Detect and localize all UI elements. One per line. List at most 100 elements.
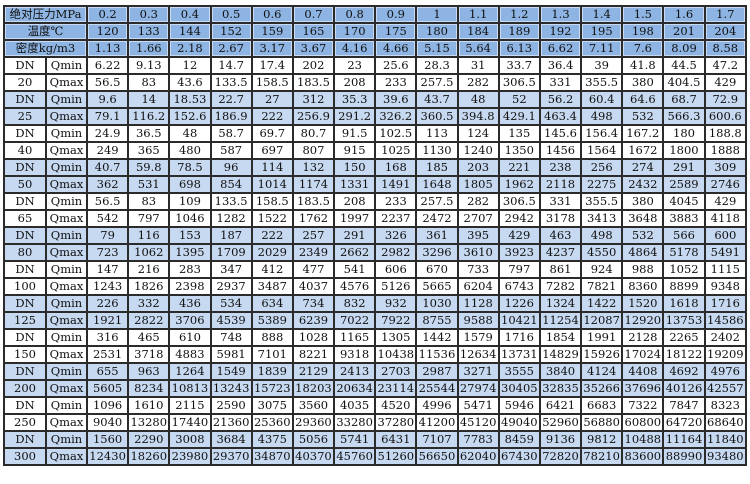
qmin-value: 69.7 (250, 124, 294, 143)
table-row-dn80-qmax: 80 Qmax 723 1062 1395 1709 2029 2349 2662 2982 329… (3, 243, 748, 262)
qmax-value: 233 (374, 73, 418, 92)
temperature-value: 144 (168, 22, 212, 41)
qmin-value: 60.4 (580, 90, 624, 109)
temperature-value: 189 (497, 22, 541, 41)
dn-label: DN (3, 158, 47, 177)
qmin-value: 1028 (291, 328, 336, 347)
table-row-dn20-qmax: 20 Qmax 56.5 83 43.6 133.5 158.5 183.5 208 233 257… (3, 73, 748, 92)
density-value: 2.18 (168, 39, 212, 58)
qmax-value: 498 (580, 107, 624, 126)
qmax-value: 51260 (374, 447, 418, 466)
qmin-value: 1610 (127, 396, 171, 415)
qmin-value: 78.5 (168, 158, 212, 177)
qmax-value: 12087 (580, 311, 624, 330)
dn-label: DN (3, 56, 47, 75)
qmax-value: 5665 (415, 277, 459, 296)
qmin-value: 331 (538, 192, 583, 211)
density-value: 5.15 (415, 39, 459, 58)
qmax-value: 8234 (127, 379, 171, 398)
table-row-dn300-qmax: 300 Qmax 12430 18260 23980 29370 34870 40370 457… (3, 447, 748, 466)
table-row-dn200-qmax: 200 Qmax 5605 8234 10813 13243 15723 18203 20634… (3, 379, 748, 398)
qmax-value: 8755 (415, 311, 459, 330)
qmin-value: 48 (456, 90, 500, 109)
qmin-value: 68.7 (662, 90, 706, 109)
density-value: 3.67 (291, 39, 336, 58)
qmax-value: 480 (168, 141, 212, 160)
dn-label: DN (3, 90, 47, 109)
qmax-value: 1921 (86, 311, 130, 330)
qmin-value: 734 (291, 294, 336, 313)
table-row-dn100-qmax: 100 Qmax 1243 1826 2398 2937 3487 4037 4576 5126 5… (3, 277, 748, 296)
qmax-value: 2531 (86, 345, 130, 364)
qmin-value: 1226 (497, 294, 541, 313)
density-value: 7.11 (580, 39, 624, 58)
qmin-value: 1422 (580, 294, 624, 313)
qmin-value: 22.7 (209, 90, 253, 109)
qmin-value: 145.6 (538, 124, 583, 143)
qmax-value: 306.5 (497, 73, 541, 92)
qmin-value: 4045 (662, 192, 706, 211)
qmin-value: 187 (209, 226, 253, 245)
qmax-value: 7821 (580, 277, 624, 296)
qmax-value: 152.6 (168, 107, 212, 126)
qmax-value: 1648 (415, 175, 459, 194)
qmax-value: 13243 (209, 379, 253, 398)
qmin-value: 1618 (662, 294, 706, 313)
qmin-value: 5741 (333, 430, 377, 449)
pressure-value: 1 (415, 5, 459, 24)
qmin-value: 91.5 (333, 124, 377, 143)
qmin-value: 312 (291, 90, 336, 109)
qmax-value: 17440 (168, 413, 212, 432)
qmax-value: 404.5 (662, 73, 706, 92)
qmax-value: 3413 (580, 209, 624, 228)
qmin-value: 180 (662, 124, 706, 143)
qmax-value: 6204 (456, 277, 500, 296)
qmax-value: 222 (250, 107, 294, 126)
qmin-value: 188.8 (703, 124, 748, 143)
qmin-value: 4124 (580, 362, 624, 381)
table-row-dn40-qmax: 40 Qmax 249 365 480 587 697 807 915 1025 1130 1240 1… (3, 141, 748, 160)
qmin-value: 40.7 (86, 158, 130, 177)
density-value: 6.13 (497, 39, 541, 58)
dn-size: 150 (3, 345, 47, 364)
qmin-value: 133.5 (209, 192, 253, 211)
qmax-value: 2118 (538, 175, 583, 194)
qmin-value: 83 (127, 192, 171, 211)
qmin-value: 156.4 (580, 124, 624, 143)
qmax-value: 52960 (538, 413, 583, 432)
qmin-value: 7322 (621, 396, 665, 415)
qmax-label: Qmax (44, 379, 89, 398)
temperature-value: 120 (86, 22, 130, 41)
temperature-value: 133 (127, 22, 171, 41)
qmax-value: 45760 (333, 447, 377, 466)
pressure-value: 0.8 (333, 5, 377, 24)
qmax-value: 5389 (250, 311, 294, 330)
qmax-value: 78210 (580, 447, 624, 466)
qmin-value: 6421 (538, 396, 583, 415)
qmax-value: 68640 (703, 413, 748, 432)
qmax-value: 854 (209, 175, 253, 194)
qmin-value: 202 (291, 56, 336, 75)
qmin-value: 257.5 (415, 192, 459, 211)
qmin-label: Qmin (44, 56, 89, 75)
pressure-value: 0.5 (209, 5, 253, 24)
table-row-dn125-qmin: DN Qmin 226 332 436 534 634 734 832 932 1030 1128 12… (3, 294, 748, 313)
qmin-value: 1115 (703, 260, 748, 279)
qmin-value: 1305 (374, 328, 418, 347)
qmax-value: 2432 (621, 175, 665, 194)
table-row-dn200-qmin: DN Qmin 655 963 1264 1549 1839 2129 2413 2703 2987… (3, 362, 748, 381)
qmax-value: 37696 (621, 379, 665, 398)
pressure-label: 绝对压力MPa (2, 5, 89, 24)
density-value: 1.66 (127, 39, 171, 58)
qmin-value: 18.53 (168, 90, 212, 109)
qmax-value: 8221 (291, 345, 336, 364)
qmax-value: 41200 (415, 413, 459, 432)
table-row-dn150-qmax: 150 Qmax 2531 3718 4883 5981 7101 8221 9318 10438… (3, 345, 748, 364)
qmax-value: 2982 (374, 243, 418, 262)
qmax-value: 29370 (209, 447, 253, 466)
qmax-value: 8360 (621, 277, 665, 296)
qmin-value: 291 (333, 226, 377, 245)
qmax-label: Qmax (44, 413, 89, 432)
qmax-value: 257.5 (415, 73, 459, 92)
qmin-value: 361 (415, 226, 459, 245)
